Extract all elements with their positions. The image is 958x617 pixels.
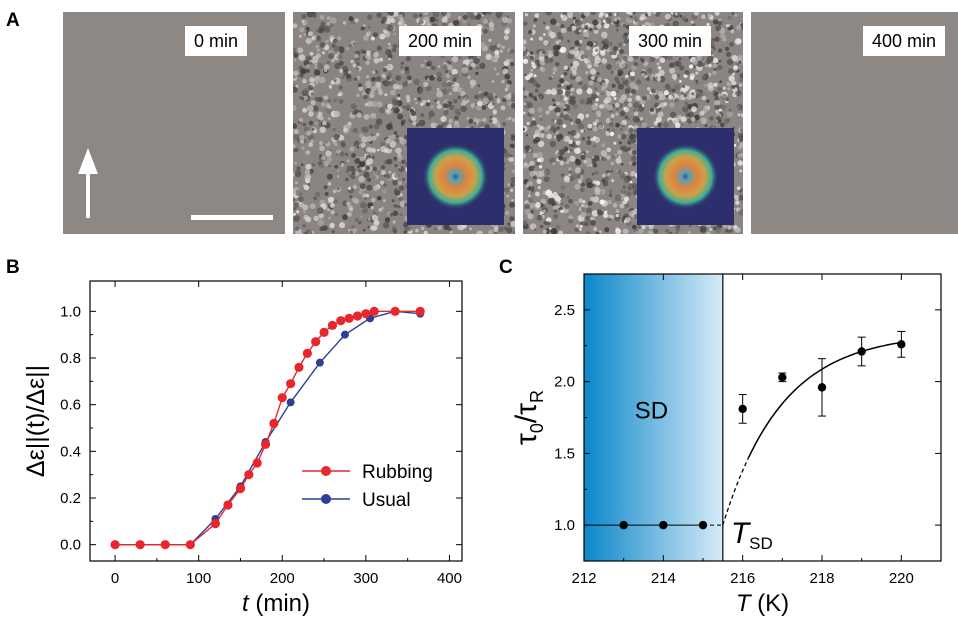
data-point — [252, 458, 262, 468]
data-point — [294, 362, 304, 372]
x-tick-label: 200 — [270, 570, 295, 587]
legend-label: Rubbing — [362, 462, 433, 483]
y-tick-label: 1.0 — [554, 517, 575, 534]
data-point-group — [738, 394, 747, 424]
plot-frame — [89, 280, 463, 562]
transition-label: TSD — [731, 517, 773, 553]
x-tick-label: 218 — [809, 570, 834, 587]
data-point — [269, 418, 279, 428]
data-point — [135, 540, 145, 550]
fit-curve — [747, 341, 904, 458]
x-tick-label: 216 — [730, 570, 755, 587]
data-point — [340, 330, 349, 339]
data-point — [369, 306, 379, 316]
x-tick-label: 300 — [353, 570, 378, 587]
data-point — [738, 404, 747, 414]
data-point — [185, 540, 195, 550]
series-usual — [111, 307, 425, 549]
data-point-group — [897, 330, 906, 358]
y-axis-label: Δε||(t)/Δε|| — [22, 365, 50, 477]
micrograph-frame-400: 400 min — [751, 12, 958, 234]
data-point — [415, 306, 425, 316]
y-tick-label: 0.2 — [60, 490, 81, 507]
x-tick-label: 212 — [571, 570, 596, 587]
fft-inset — [637, 128, 734, 225]
x-tick-label: 214 — [651, 570, 676, 587]
panel-letter-b: B — [6, 257, 20, 278]
data-point — [344, 313, 354, 323]
data-point — [619, 520, 628, 530]
legend-label: Usual — [362, 490, 411, 511]
data-point — [336, 316, 346, 326]
data-point — [857, 347, 866, 356]
data-point — [286, 398, 295, 407]
data-point — [361, 309, 371, 319]
y-tick-label: 0.4 — [60, 443, 81, 460]
data-point — [698, 520, 708, 530]
data-point — [311, 337, 321, 347]
y-tick-label: 1.5 — [554, 445, 575, 462]
data-point — [235, 484, 246, 494]
legend: Rubbing Usual — [302, 462, 433, 511]
data-point — [897, 340, 906, 349]
sd-region — [584, 274, 723, 561]
y-tick-label: 2.5 — [554, 302, 575, 319]
micrograph-frame-300: 300 min — [523, 12, 743, 234]
panel-letter-c: C — [499, 257, 513, 278]
data-point — [160, 540, 170, 550]
time-label: 200 min — [399, 26, 482, 56]
data-point-group — [698, 520, 708, 530]
y-tick-label: 0.8 — [60, 350, 81, 367]
x-axis-label: T (K) — [736, 590, 789, 617]
panel-letter-a: A — [6, 10, 20, 31]
sd-label: SD — [635, 397, 668, 424]
data-point — [352, 311, 363, 321]
scale-bar — [191, 215, 273, 220]
time-label: 0 min — [185, 26, 248, 56]
data-point — [327, 320, 338, 330]
data-point-group — [778, 372, 787, 383]
chart-c: SD 212 214 216 218 220 1.0 1.5 2.0 2.5 T (K) τ0/τR T… — [510, 273, 942, 617]
micrograph-frame-200: 200 min — [293, 12, 515, 234]
chart-b: 0 100 200 300 400 0.0 0.2 0.4 0.6 0.8 1.0 t (min) Δε… — [22, 280, 463, 617]
time-label: 400 min — [863, 26, 946, 56]
x-tick-label: 0 — [111, 570, 119, 587]
x-tick-label: 220 — [889, 570, 914, 587]
y-tick-label: 2.0 — [554, 374, 575, 391]
legend-marker — [321, 494, 331, 504]
y-tick-label: 1.0 — [60, 303, 81, 320]
x-axis-label: t (min) — [242, 590, 310, 617]
data-point — [659, 520, 668, 530]
fit-curve-dashed — [722, 457, 750, 526]
data-point — [390, 306, 400, 316]
data-point — [778, 373, 787, 382]
data-point — [260, 439, 271, 449]
data-point — [315, 358, 324, 367]
y-tick-label: 0.0 — [60, 537, 81, 554]
data-point — [277, 393, 287, 403]
data-point-group — [817, 358, 827, 417]
data-point — [110, 540, 120, 550]
data-point-group — [659, 520, 668, 530]
alignment-arrow-icon — [78, 148, 98, 218]
fft-inset — [407, 128, 504, 225]
data-point-group — [619, 520, 628, 530]
data-point-group — [857, 336, 866, 367]
data-point — [210, 519, 220, 529]
series-rubbing — [110, 306, 425, 550]
data-point — [244, 470, 254, 480]
micrograph-frame-0: 0 min — [63, 12, 285, 234]
time-label: 300 min — [629, 26, 712, 56]
data-point — [319, 327, 329, 337]
y-axis-label: τ0/τR — [510, 390, 547, 445]
y-tick-label: 0.6 — [60, 397, 81, 414]
data-point — [223, 500, 233, 510]
x-tick-label: 400 — [437, 570, 462, 587]
data-point — [286, 379, 296, 389]
data-point — [302, 348, 312, 358]
x-tick-label: 100 — [186, 570, 211, 587]
legend-marker — [321, 466, 331, 476]
data-point — [817, 383, 827, 392]
